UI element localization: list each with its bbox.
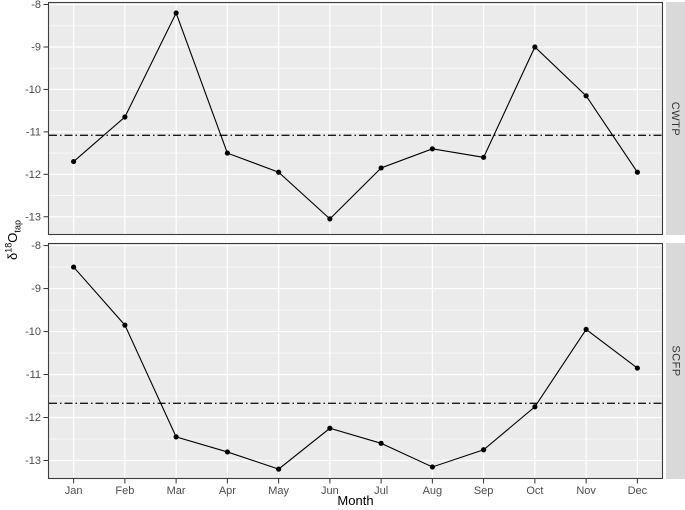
data-point bbox=[481, 154, 487, 160]
x-tick-label: Jul bbox=[374, 485, 388, 497]
data-point bbox=[378, 165, 384, 171]
x-tick-label: Mar bbox=[167, 485, 186, 497]
data-point bbox=[173, 10, 179, 16]
panel-cwtp bbox=[47, 1, 664, 236]
data-point bbox=[481, 447, 487, 453]
y-tick-label: -8 bbox=[31, 240, 41, 252]
x-tick-label: Jan bbox=[65, 485, 83, 497]
data-point bbox=[327, 216, 333, 222]
y-tick-label: -10 bbox=[25, 84, 41, 96]
y-tick-label: -13 bbox=[25, 455, 41, 467]
data-point bbox=[173, 434, 179, 440]
y-axis-title-element: O bbox=[4, 232, 20, 243]
x-tick-label: Apr bbox=[219, 485, 236, 497]
x-tick-label: Nov bbox=[576, 485, 596, 497]
data-point bbox=[327, 425, 333, 431]
data-point bbox=[71, 264, 77, 270]
data-point bbox=[276, 466, 282, 472]
series-line bbox=[73, 11, 638, 220]
data-point bbox=[429, 146, 435, 152]
y-tick-label: -11 bbox=[26, 369, 41, 381]
y-tick-label: -12 bbox=[25, 412, 41, 424]
data-point bbox=[532, 404, 538, 410]
data-point bbox=[429, 464, 435, 470]
data-point bbox=[122, 322, 128, 328]
x-tick-label: Jun bbox=[321, 485, 339, 497]
panel-scfp bbox=[47, 242, 664, 480]
facet-strip-label: SCFP bbox=[669, 345, 682, 377]
y-axis-title-subscript: tap bbox=[12, 220, 23, 233]
panel-background bbox=[48, 2, 663, 235]
y-axis-title: δ18Otap bbox=[4, 220, 23, 260]
data-point bbox=[583, 93, 589, 99]
facet-strip-scfp: SCFP bbox=[666, 243, 685, 479]
facet-strip-label: CWTP bbox=[669, 101, 682, 136]
x-tick-label: May bbox=[268, 485, 289, 497]
data-point bbox=[634, 169, 640, 175]
panel-border bbox=[47, 1, 664, 236]
data-point bbox=[224, 449, 230, 455]
x-tick-label: Oct bbox=[526, 485, 543, 497]
y-tick-label: -11 bbox=[26, 126, 41, 138]
series-line bbox=[73, 266, 638, 470]
data-point bbox=[583, 326, 589, 333]
data-point bbox=[71, 158, 77, 165]
panel-border bbox=[47, 242, 664, 480]
x-tick-label: Dec bbox=[628, 485, 648, 497]
data-point bbox=[276, 169, 282, 175]
data-point bbox=[122, 114, 128, 120]
y-tick-label: -10 bbox=[25, 326, 41, 338]
x-axis-title: Month bbox=[337, 493, 374, 508]
data-point bbox=[378, 440, 384, 446]
panel-background bbox=[48, 243, 663, 479]
data-point bbox=[532, 44, 538, 50]
y-tick-label: -9 bbox=[31, 283, 41, 295]
y-tick-label: -13 bbox=[25, 211, 41, 223]
y-tick-label: -12 bbox=[25, 169, 41, 181]
y-axis-title-delta: δ bbox=[4, 252, 20, 260]
x-tick-label: Aug bbox=[423, 485, 443, 497]
x-tick-label: Sep bbox=[474, 485, 494, 497]
data-point bbox=[634, 365, 640, 371]
facet-strip-cwtp: CWTP bbox=[666, 2, 685, 235]
y-axis-title-superscript: 18 bbox=[3, 242, 14, 253]
y-tick-label: -9 bbox=[31, 41, 41, 53]
data-point bbox=[224, 150, 230, 156]
x-tick-label: Feb bbox=[115, 485, 134, 497]
y-tick-label: -8 bbox=[31, 0, 41, 11]
